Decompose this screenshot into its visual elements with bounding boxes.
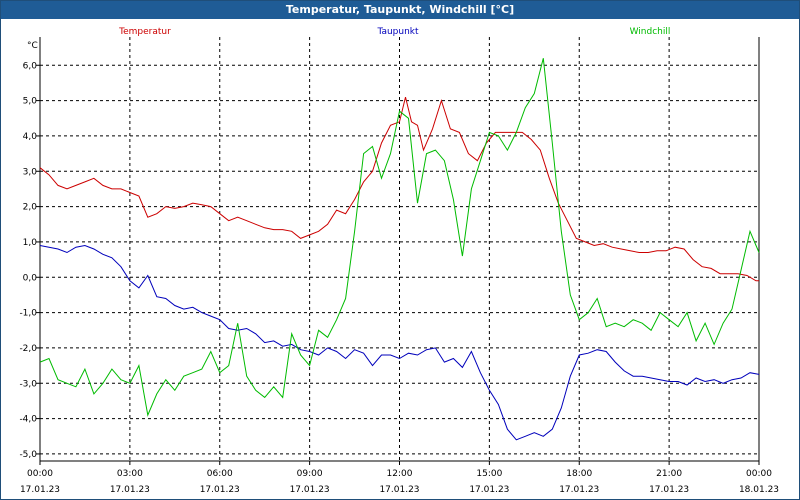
x-tick-time: 00:00 [746,469,772,479]
x-tick-date: 17.01.23 [20,485,60,495]
legend-temperatur: Temperatur [118,27,171,37]
x-tick-time: 21:00 [656,469,682,479]
y-tick-label: -4,0 [19,415,37,425]
x-tick-date: 17.01.23 [379,485,419,495]
y-tick-label: 0,0 [23,273,38,283]
x-tick-time: 00:00 [27,469,53,479]
y-tick-label: -5,0 [19,450,37,460]
y-tick-label: -1,0 [19,309,37,319]
x-tick-date: 17.01.23 [559,485,599,495]
x-tick-date: 17.01.23 [290,485,330,495]
x-tick-date: 17.01.23 [200,485,240,495]
y-tick-label: 3,0 [23,167,38,177]
y-tick-label: 4,0 [23,132,38,142]
x-tick-time: 15:00 [476,469,502,479]
x-tick-date: 18.01.23 [739,485,779,495]
x-tick-time: 18:00 [566,469,592,479]
x-tick-time: 09:00 [297,469,323,479]
y-tick-label: 1,0 [23,238,38,248]
y-tick-label: -3,0 [19,379,37,389]
y-tick-label: -2,0 [19,344,37,354]
legend-windchill: Windchill [630,27,671,37]
y-tick-label: 6,0 [23,61,38,71]
chart-title: Temperatur, Taupunkt, Windchill [°C] [1,1,799,19]
legend-taupunkt: Taupunkt [376,27,419,37]
y-axis-unit: °C [27,41,38,51]
x-tick-time: 03:00 [117,469,143,479]
x-tick-time: 06:00 [207,469,233,479]
x-tick-time: 12:00 [387,469,413,479]
x-tick-date: 17.01.23 [469,485,509,495]
y-tick-label: 5,0 [23,97,38,107]
series-line-taupunkt [39,244,760,441]
y-tick-label: 2,0 [23,203,38,213]
series-line-windchill [39,58,760,417]
series-line-temperatur [39,96,759,282]
x-tick-date: 17.01.23 [649,485,689,495]
x-tick-date: 17.01.23 [110,485,150,495]
